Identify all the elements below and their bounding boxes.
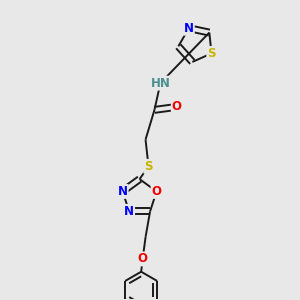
Text: S: S xyxy=(207,47,216,60)
Text: O: O xyxy=(172,100,182,113)
Text: N: N xyxy=(124,205,134,218)
Text: HN: HN xyxy=(151,76,170,90)
Text: O: O xyxy=(138,252,148,266)
Text: N: N xyxy=(184,22,194,35)
Text: O: O xyxy=(152,185,162,198)
Text: S: S xyxy=(144,160,153,173)
Text: N: N xyxy=(118,185,128,198)
